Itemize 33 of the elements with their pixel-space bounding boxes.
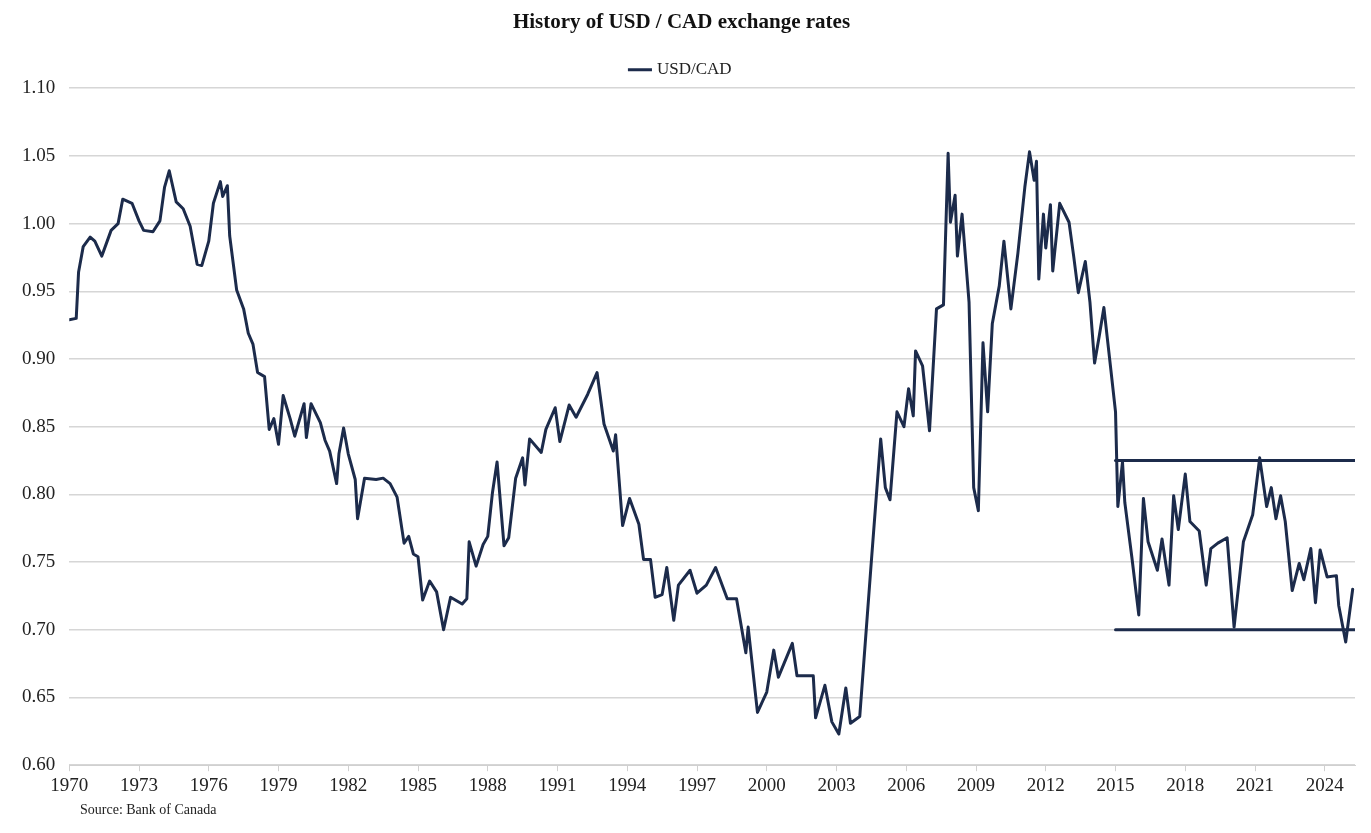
source-note: Source: Bank of Canada: [80, 802, 217, 818]
x-tick-label: 1982: [329, 773, 368, 795]
x-tick-label: 2018: [1166, 773, 1205, 795]
y-tick-label: 0.75: [22, 550, 56, 572]
x-tick-label: 1976: [189, 773, 228, 795]
x-tick-label: 1994: [608, 773, 647, 795]
legend-label: USD/CAD: [656, 59, 732, 79]
y-tick-label: 1.05: [22, 143, 56, 165]
x-tick-label: 1979: [259, 773, 298, 795]
chart-title: History of USD / CAD exchange rates: [512, 9, 851, 34]
x-tick-label: 1973: [120, 773, 158, 795]
x-tick-label: 2021: [1236, 773, 1275, 795]
x-tick-label: 2003: [817, 773, 856, 795]
x-tick-label: 1997: [678, 773, 717, 795]
y-tick-label: 1.00: [22, 211, 56, 233]
x-tick-label: 1991: [538, 773, 577, 795]
y-tick-label: 0.95: [22, 279, 56, 301]
y-tick-label: 0.60: [22, 753, 56, 775]
y-tick-label: 0.70: [22, 617, 56, 639]
x-tick-label: 2000: [747, 773, 786, 795]
x-tick-label: 2012: [1026, 773, 1065, 795]
x-tick-label: 1985: [399, 773, 438, 795]
x-tick-label: 2006: [887, 773, 926, 795]
y-tick-label: 0.85: [22, 414, 56, 436]
x-tick-label: 1970: [50, 773, 89, 795]
x-tick-label: 1988: [468, 773, 507, 795]
y-tick-label: 1.10: [22, 76, 56, 98]
y-tick-label: 0.65: [22, 685, 56, 707]
y-tick-label: 0.90: [22, 346, 56, 368]
x-tick-label: 2024: [1305, 773, 1345, 795]
y-tick-label: 0.80: [22, 482, 56, 504]
x-tick-label: 2015: [1096, 773, 1135, 795]
x-tick-label: 2009: [957, 773, 996, 795]
